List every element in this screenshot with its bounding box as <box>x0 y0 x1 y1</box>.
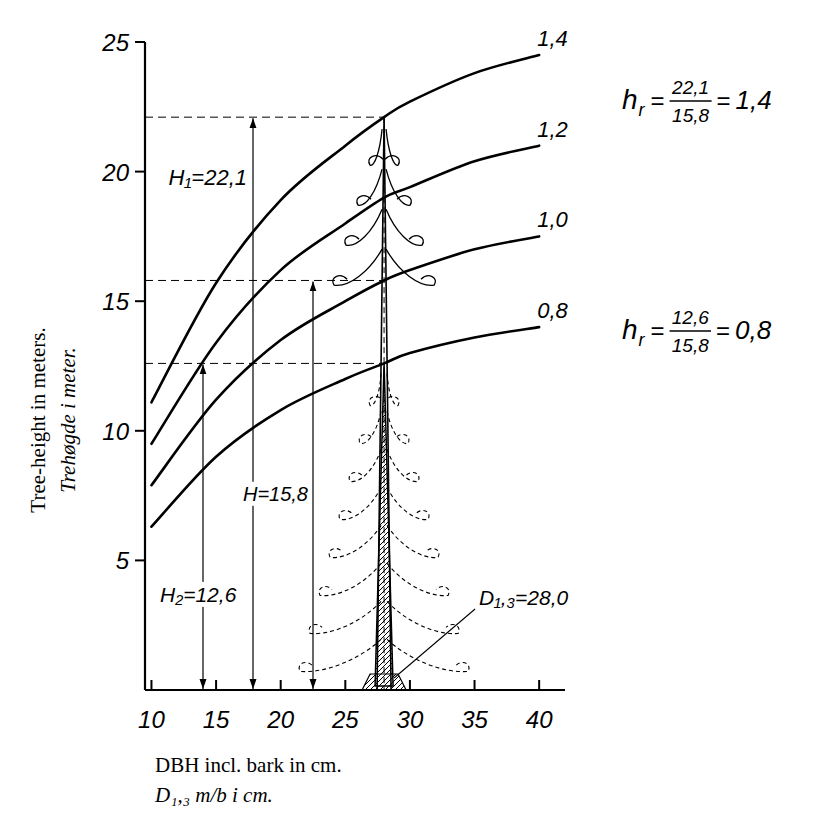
dashed-branch <box>387 411 409 443</box>
dashed-branch <box>349 449 381 481</box>
axes: 10 15 20 25 30 35 40 5 10 15 20 25 <box>101 29 565 733</box>
plot-area <box>151 55 539 527</box>
x-tick <box>280 680 282 690</box>
y-tick <box>135 430 145 432</box>
x-axis <box>145 689 565 691</box>
branch <box>333 249 382 285</box>
annotation: H₂=12,6 <box>160 583 237 606</box>
dashed-branch <box>339 487 381 519</box>
reference-line <box>145 363 384 364</box>
y-tick-label: 20 <box>101 159 129 186</box>
x-tick-label: 40 <box>526 706 553 733</box>
formula-subscript: r <box>639 100 646 120</box>
curve-label: 1,4 <box>537 26 568 51</box>
height-arrow <box>202 364 203 689</box>
dashed-branch <box>387 525 439 557</box>
y-tick-label: 15 <box>102 288 129 315</box>
dashed-branch <box>387 639 469 671</box>
dashed-branch <box>319 563 381 595</box>
curve-label: 1,0 <box>537 207 568 232</box>
tree-centre-line <box>384 117 385 690</box>
annotation-labels: H₁=22,1 H=15,8 H₂=12,6 D₁,₃=28,0 <box>158 164 570 678</box>
leader-line <box>394 609 475 678</box>
x-tick-label: 20 <box>266 706 294 733</box>
dashed-branch <box>387 601 459 633</box>
reference-line <box>145 280 384 281</box>
reference-line <box>145 117 384 118</box>
x-tick-label: 35 <box>461 706 488 733</box>
y-tick <box>135 171 145 173</box>
dashed-branch <box>309 601 381 633</box>
y-axis-title: Trehøgde i meter. <box>56 347 80 493</box>
branch <box>386 209 423 245</box>
branch <box>345 209 382 245</box>
formula-relation: = <box>716 317 730 344</box>
annotation: H=15,8 <box>243 483 308 505</box>
y-tick-label: 25 <box>101 29 129 56</box>
annotation: D₁,₃=28,0 <box>479 586 568 609</box>
branch <box>385 129 399 165</box>
formula-denominator: 15,8 <box>672 335 709 356</box>
formula-relation: = <box>717 87 731 114</box>
tall-trunk <box>377 117 391 690</box>
y-tick <box>135 41 145 43</box>
formula-relation: = <box>651 317 665 344</box>
tree-illustration <box>145 117 469 690</box>
x-tick-label: 25 <box>331 706 359 733</box>
branch <box>386 249 435 285</box>
fraction-bar <box>670 100 712 102</box>
x-tick <box>344 680 346 690</box>
branch <box>369 129 383 165</box>
label-patch <box>167 164 250 191</box>
x-axis-title: DBH incl. bark in cm. <box>155 753 342 777</box>
formula-numerator: 22,1 <box>671 77 709 98</box>
height-arrow <box>312 281 313 689</box>
height-arrow <box>252 118 253 689</box>
dashed-branch <box>387 563 449 595</box>
x-tick <box>150 680 152 690</box>
y-tick-label: 10 <box>102 418 129 445</box>
height-curve <box>151 327 539 527</box>
fraction-bar <box>670 330 711 332</box>
y-axis-title: Tree-height in meters. <box>26 327 50 512</box>
curve-label: 0,8 <box>537 298 568 323</box>
y-tick <box>135 300 145 302</box>
formula: hr=22,115,8=1,4 <box>622 77 772 126</box>
formula-result: 1,4 <box>736 85 772 115</box>
formula-denominator: 15,8 <box>672 105 709 126</box>
x-tick <box>409 680 411 690</box>
formula-relation: = <box>651 87 665 114</box>
height-curve <box>151 236 539 485</box>
label-patch <box>158 582 239 607</box>
dashed-branch <box>299 639 381 671</box>
dashed-branch <box>387 449 419 481</box>
formula: hr=12,615,8=0,8 <box>622 307 772 356</box>
dashed-branch <box>359 411 381 443</box>
curve-labels: 1,4 1,2 1,0 0,8 <box>537 26 568 323</box>
chart: 10 15 20 25 30 35 40 5 10 15 20 25 Tree-height in me… <box>0 0 824 829</box>
y-axis <box>144 42 146 690</box>
height-curve <box>151 146 539 444</box>
formula-result: 0,8 <box>735 315 772 345</box>
x-tick <box>215 680 217 690</box>
y-tick <box>135 559 145 561</box>
x-tick-label: 15 <box>203 706 230 733</box>
y-tick-label: 5 <box>116 547 130 574</box>
curve-label: 1,2 <box>537 117 568 142</box>
formula-lhs: h <box>622 84 638 115</box>
label-patch <box>477 585 570 610</box>
x-tick-label: 30 <box>397 706 424 733</box>
annotation: H₁=22,1 <box>169 165 248 190</box>
formula-lhs: h <box>622 314 638 345</box>
x-tick <box>538 680 540 690</box>
x-axis-title: D₁,₃ m/b i cm. <box>154 783 273 807</box>
formula-subscript: r <box>639 330 646 350</box>
x-tick-label: 10 <box>138 706 165 733</box>
dashed-branch <box>329 525 381 557</box>
dashed-branch <box>387 487 429 519</box>
x-tick <box>474 680 476 690</box>
formula-numerator: 12,6 <box>672 307 709 328</box>
label-patch <box>241 482 310 506</box>
